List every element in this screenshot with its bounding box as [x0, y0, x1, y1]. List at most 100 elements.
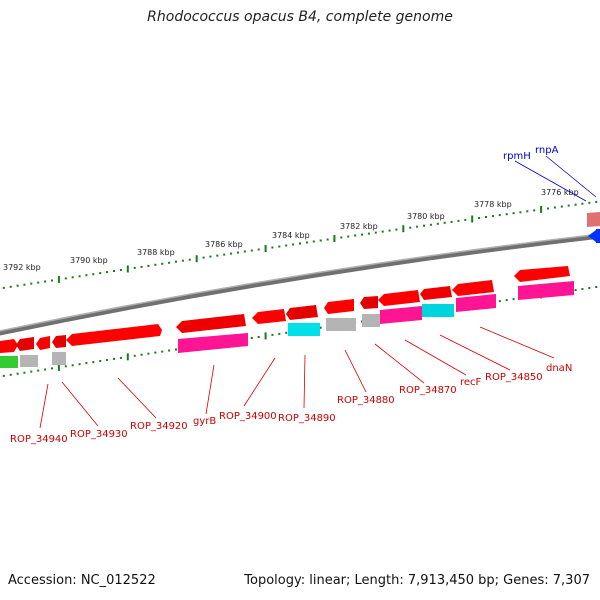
scale-minor-tick: [485, 216, 487, 218]
scale-minor-tick: [37, 369, 40, 372]
gene-arrow[interactable]: [16, 337, 34, 351]
scale-minor-tick: [553, 206, 556, 209]
scale-minor-tick: [250, 337, 253, 339]
scale-minor-tick: [436, 222, 439, 225]
scale-minor-tick: [457, 219, 460, 222]
scale-minor-tick: [175, 260, 177, 263]
scale-minor-tick: [347, 235, 350, 238]
cds-grey-box[interactable]: [362, 314, 380, 327]
scale-minor-tick: [354, 234, 357, 237]
gene-arrow[interactable]: [324, 299, 354, 314]
gene-label-rnpa[interactable]: rnpA: [535, 145, 559, 156]
scale-label-3776: 3776 kbp: [541, 188, 579, 197]
gene-arrow[interactable]: [514, 266, 570, 282]
genome-backbone: [0, 233, 600, 336]
cds-box[interactable]: [456, 294, 496, 312]
scale-minor-tick: [292, 243, 295, 246]
scale-label-3788: 3788 kbp: [137, 248, 175, 257]
scale-major-tick: [402, 225, 405, 233]
cds-track: [0, 281, 574, 368]
scale-minor-tick: [278, 332, 281, 335]
blue-label-leaders: [514, 155, 597, 202]
scale-major-tick: [333, 235, 336, 242]
scale-minor-tick: [498, 214, 501, 217]
gene-label-rop-34930[interactable]: ROP_34930: [70, 429, 128, 440]
gene-arrow[interactable]: [66, 324, 162, 346]
gene-label-gyrb[interactable]: gyrB: [193, 416, 216, 427]
cds-cyan-box[interactable]: [422, 304, 454, 317]
gene-label-rop-34940[interactable]: ROP_34940: [10, 434, 68, 445]
scale-minor-tick: [16, 372, 19, 375]
gene-label-rop-34890[interactable]: ROP_34890: [278, 413, 336, 424]
scale-minor-tick: [237, 251, 239, 254]
scale-minor-tick: [361, 233, 363, 236]
scale-minor-tick: [113, 357, 115, 360]
scale-minor-tick: [133, 266, 136, 269]
scale-major-tick: [195, 255, 198, 263]
cds-box[interactable]: [380, 306, 422, 324]
scale-label-3792: 3792 kbp: [3, 263, 41, 272]
gene-label-dnan[interactable]: dnaN: [546, 363, 572, 374]
scale-minor-tick: [44, 280, 47, 283]
scale-label-3784: 3784 kbp: [272, 231, 310, 240]
scale-minor-tick: [395, 228, 398, 231]
cds-grey-box[interactable]: [52, 352, 66, 365]
gene-label-rop-34880[interactable]: ROP_34880: [337, 395, 395, 406]
gene-arrow[interactable]: [52, 335, 66, 348]
gene-arrow[interactable]: [420, 286, 452, 300]
blue-feature-group: [588, 229, 600, 243]
cds-box[interactable]: [178, 333, 248, 353]
scale-minor-tick: [161, 350, 164, 353]
gene-arrow[interactable]: [286, 305, 318, 320]
scale-minor-tick: [257, 248, 260, 251]
scale-label-3778: 3778 kbp: [474, 200, 512, 209]
gene-arrow[interactable]: [452, 280, 494, 296]
gene-arrow[interactable]: [360, 296, 378, 309]
gene-label-leaders: [39, 326, 555, 429]
cds-box[interactable]: [518, 281, 574, 300]
scale-minor-tick: [230, 252, 233, 255]
scale-minor-tick: [2, 286, 5, 289]
gene-label-rop-34900[interactable]: ROP_34900: [219, 411, 277, 422]
gene-arrow[interactable]: [587, 212, 600, 227]
scale-minor-tick: [567, 204, 570, 207]
scale-minor-tick: [161, 262, 164, 265]
scale-major-tick: [57, 275, 60, 283]
blue-feature-arrow[interactable]: [588, 230, 596, 242]
genome-summary-text: Topology: linear; Length: 7,913,450 bp; …: [244, 573, 590, 588]
scale-minor-tick: [168, 349, 171, 352]
cds-cyan-box[interactable]: [288, 323, 320, 336]
gene-label-rop-34870[interactable]: ROP_34870: [399, 385, 457, 396]
scale-minor-tick: [181, 259, 184, 262]
scale-minor-tick: [340, 236, 343, 239]
genome-backbone-highlight: [0, 233, 600, 332]
scale-minor-tick: [429, 223, 432, 226]
scale-minor-tick: [9, 373, 12, 376]
cds-green-box[interactable]: [0, 356, 18, 368]
scale-minor-tick: [588, 201, 591, 204]
scale-minor-tick: [119, 269, 122, 271]
gene-label-rop-34920[interactable]: ROP_34920: [130, 421, 188, 432]
scale-minor-tick: [37, 281, 40, 284]
scale-minor-tick: [106, 271, 109, 274]
gene-label-rpmh[interactable]: rpmH: [503, 151, 531, 162]
blue-feature-box[interactable]: [596, 229, 600, 243]
scale-minor-tick: [409, 226, 412, 229]
scale-minor-tick: [64, 365, 67, 368]
gene-arrow[interactable]: [176, 314, 246, 333]
scale-minor-tick: [381, 230, 384, 233]
scale-minor-tick: [140, 265, 143, 268]
scale-minor-tick: [326, 238, 329, 241]
gene-arrow[interactable]: [36, 336, 50, 350]
gene-label-rop-34850[interactable]: ROP_34850: [485, 372, 543, 383]
cds-grey-box[interactable]: [326, 318, 356, 331]
cds-grey-box[interactable]: [20, 355, 38, 367]
scale-label-3790: 3790 kbp: [70, 256, 108, 265]
gene-arrow[interactable]: [252, 309, 286, 324]
gene-label-recf[interactable]: recF: [460, 377, 482, 388]
gene-arrow[interactable]: [0, 339, 18, 353]
gene-arrow[interactable]: [378, 290, 420, 306]
scale-label-3786: 3786 kbp: [205, 240, 243, 249]
scale-minor-tick: [388, 229, 391, 232]
